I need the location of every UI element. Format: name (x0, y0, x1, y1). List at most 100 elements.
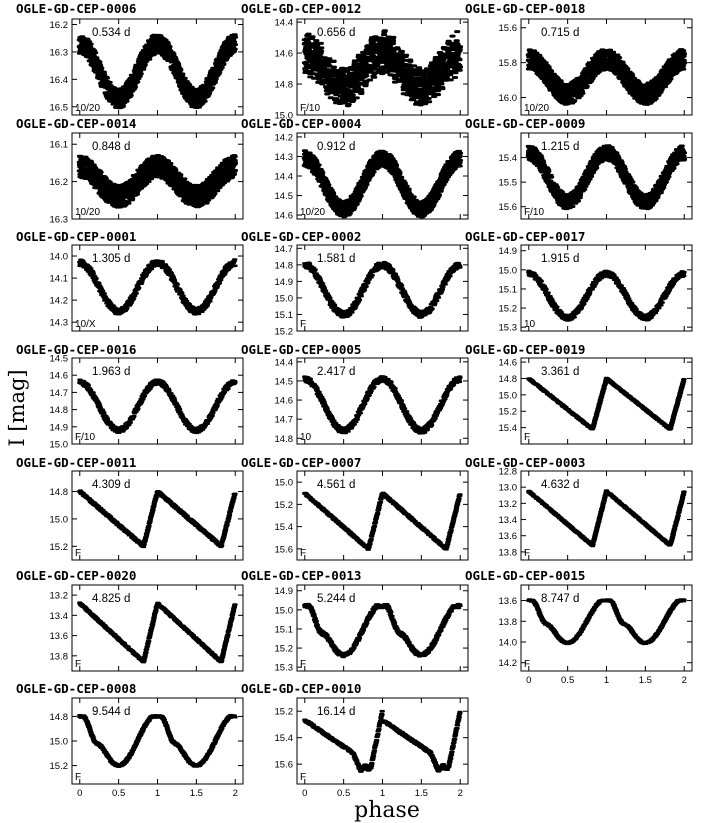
y-tick-label: 15.4 (275, 522, 294, 533)
y-tick-label: 16.3 (50, 215, 69, 226)
y-tick-label: 14.6 (50, 371, 69, 382)
y-tick-label: 15.4 (275, 733, 294, 744)
panel-title: OGLE-GD-CEP-0012 (241, 1, 361, 16)
y-tick-label: 13.4 (499, 515, 518, 526)
mode-label: F/10 (75, 432, 95, 443)
panel-title: OGLE-GD-CEP-0005 (241, 342, 361, 357)
y-tick-label: 15.4 (499, 153, 518, 164)
light-curve-panel: OGLE-GD-CEP-0010 15.2 15.4 15.6 0 0.5 1 1.5 2 16.… (241, 681, 469, 799)
light-curve-panel: OGLE-GD-CEP-0007 15.0 15.2 15.4 15.6 4.561 d F (241, 455, 469, 561)
light-curve-panel: OGLE-GD-CEP-0017 14.9 15.0 15.1 15.2 15.3 1.91… (465, 229, 693, 334)
data-points (76, 154, 239, 209)
period-label: 0.534 d (92, 27, 130, 39)
data-points (526, 598, 687, 646)
y-tick-label: 13.6 (499, 596, 518, 607)
y-tick-label: 15.0 (275, 605, 294, 616)
period-label: 1.915 d (541, 253, 579, 265)
data-points (302, 602, 463, 659)
y-tick-label: 12.8 (499, 467, 518, 478)
panel-title: OGLE-GD-CEP-0004 (241, 116, 361, 131)
y-tick-label: 13.6 (50, 631, 69, 642)
y-tick-label: 16.4 (50, 75, 69, 86)
data-points (77, 713, 238, 768)
data-points (302, 491, 463, 551)
y-tick-label: 14.2 (499, 658, 518, 669)
period-label: 4.561 d (317, 479, 355, 491)
panel-title: OGLE-GD-CEP-0007 (241, 455, 361, 470)
y-tick-label: 13.8 (499, 617, 518, 628)
panel-title: OGLE-GD-CEP-0011 (16, 455, 136, 470)
panel-title: OGLE-GD-CEP-0001 (16, 229, 136, 244)
y-tick-label: 14.9 (499, 246, 518, 257)
y-tick-label: 15.0 (275, 478, 294, 489)
panel-title: OGLE-GD-CEP-0008 (16, 681, 136, 696)
x-tick-label: 1.5 (415, 788, 428, 799)
mode-label: 10/20 (75, 103, 100, 114)
mode-label: F/10 (300, 103, 320, 114)
y-tick-label: 15.6 (499, 202, 518, 213)
data-points (77, 489, 238, 549)
y-tick-label: 16.1 (50, 140, 69, 151)
x-tick-label: 1 (380, 788, 385, 799)
y-tick-label: 14.8 (50, 712, 69, 723)
period-label: 16.14 d (317, 706, 355, 718)
mode-label: F (75, 772, 81, 783)
panel-title: OGLE-GD-CEP-0014 (16, 116, 136, 131)
light-curve-panel: OGLE-GD-CEP-0020 13.2 13.4 13.6 13.8 4.825 d F (16, 568, 244, 672)
data-points (526, 489, 687, 548)
period-label: 2.417 d (317, 366, 355, 378)
y-tick-label: 15.5 (499, 178, 518, 189)
light-curve-panel: OGLE-GD-CEP-0011 14.8 15.0 15.2 4.309 d F (16, 455, 244, 561)
panel-title: OGLE-GD-CEP-0015 (465, 568, 585, 583)
y-tick-label: 15.2 (499, 407, 518, 418)
y-tick-label: 14.1 (50, 274, 69, 285)
data-points (301, 149, 464, 219)
period-label: 1.963 d (92, 366, 130, 378)
mode-label: 10/X (75, 319, 96, 330)
data-points (77, 378, 238, 435)
y-tick-label: 13.2 (499, 499, 518, 510)
y-tick-label: 15.2 (50, 761, 69, 772)
y-tick-label: 15.3 (275, 663, 294, 674)
period-label: 4.825 d (92, 593, 130, 605)
y-tick-label: 14.3 (50, 318, 69, 329)
x-tick-label: 0 (526, 675, 531, 686)
y-tick-label: 15.0 (499, 390, 518, 401)
mode-label: F (524, 659, 530, 670)
x-tick-label: 0.5 (112, 788, 125, 799)
mode-label: F (300, 548, 306, 559)
y-tick-label: 14.6 (499, 358, 518, 369)
panel-title: OGLE-GD-CEP-0009 (465, 116, 585, 131)
light-curve-panel: OGLE-GD-CEP-0014 16.1 16.2 16.3 0.848 d 10/20 (16, 116, 244, 226)
panel-title: OGLE-GD-CEP-0002 (241, 229, 361, 244)
y-tick-label: 13.8 (499, 547, 518, 558)
light-curve-panel: OGLE-GD-CEP-0013 14.9 15.0 15.1 15.2 15.3 5.24… (241, 568, 469, 674)
panel-title: OGLE-GD-CEP-0018 (465, 1, 585, 16)
panel-title: OGLE-GD-CEP-0003 (465, 455, 585, 470)
x-tick-label: 0.5 (337, 788, 350, 799)
data-points (525, 144, 688, 211)
y-tick-label: 13.8 (50, 651, 69, 662)
y-tick-label: 14.0 (499, 637, 518, 648)
y-tick-label: 14.7 (275, 415, 294, 426)
x-tick-label: 1 (604, 675, 609, 686)
panel-title: OGLE-GD-CEP-0013 (241, 568, 361, 583)
y-tick-label: 14.9 (275, 586, 294, 597)
y-tick-label: 14.8 (275, 260, 294, 271)
y-tick-label: 14.8 (275, 434, 294, 445)
mode-label: F (75, 659, 81, 670)
mode-label: F (300, 659, 306, 670)
y-tick-label: 14.6 (275, 49, 294, 60)
light-curve-panel: OGLE-GD-CEP-0015 13.6 13.8 14.0 14.2 0 0.5 1 1.5… (465, 568, 693, 686)
panel-title: OGLE-GD-CEP-0006 (16, 1, 136, 16)
data-points (526, 376, 687, 431)
y-tick-label: 14.8 (50, 487, 69, 498)
y-tick-label: 14.6 (275, 396, 294, 407)
x-tick-label: 0 (77, 788, 82, 799)
data-points (526, 269, 687, 322)
light-curve-panel: OGLE-GD-CEP-0006 16.2 16.3 16.4 16.5 0.534 d 1… (16, 1, 244, 116)
